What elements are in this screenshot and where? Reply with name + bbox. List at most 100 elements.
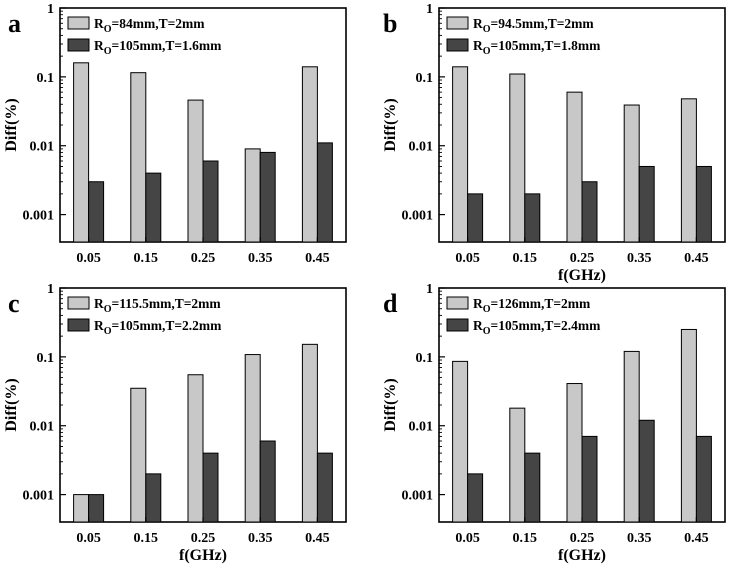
- bar-series2-0.35: [259, 440, 276, 523]
- x-tick-label: 0.35: [248, 531, 273, 546]
- legend-label-2: RO=105mm,T=1.8mm: [473, 38, 601, 57]
- x-tick-label: 0.15: [513, 531, 538, 546]
- bar-series1-0.05: [73, 62, 90, 243]
- x-tick-label: 0.15: [134, 531, 159, 546]
- legend-label-sub: O: [104, 326, 112, 337]
- bar-series2-0.35: [638, 419, 655, 523]
- y-tick-label: 0.1: [37, 71, 55, 86]
- panel-c: c 0.05 0.15 0.25 0.35 0.45 1 0.1 0.01 0.001 Diff(%…: [3, 282, 347, 564]
- y-tick-label: 1: [426, 2, 433, 17]
- bar-series2-0.05: [467, 193, 484, 243]
- bar-series2-0.25: [581, 181, 598, 243]
- legend-label-1: RO=84mm,T=2mm: [94, 16, 205, 35]
- bar-series1-0.25: [566, 91, 583, 243]
- legend-label-main: R: [473, 296, 483, 311]
- legend-label-main: R: [473, 38, 483, 53]
- bar-series1-0.25: [566, 383, 583, 523]
- legend-label-sub: O: [483, 326, 491, 337]
- y-tick-label: 1: [47, 2, 54, 17]
- x-axis-title: f(GHz): [558, 547, 606, 564]
- y-tick-label: 0.001: [402, 209, 434, 224]
- x-tick-label: 0.25: [191, 531, 216, 546]
- bar-series1-0.25: [187, 374, 204, 523]
- x-tick-label: 0.45: [684, 531, 709, 546]
- bar-series2-0.45: [316, 142, 333, 243]
- legend-label-main: R: [94, 296, 104, 311]
- y-axis-title: Diff(%): [382, 98, 399, 151]
- legend-label-main: R: [94, 318, 104, 333]
- legend-label-sub: O: [483, 304, 491, 315]
- x-tick-label: 0.35: [627, 531, 652, 546]
- bar-series1-0.15: [509, 73, 526, 243]
- y-axis-title: Diff(%): [3, 378, 20, 431]
- bar-series1-0.05: [452, 66, 469, 243]
- x-axis-title: f(GHz): [179, 547, 227, 564]
- bar-series2-0.25: [202, 160, 219, 243]
- y-tick-label: 1: [47, 282, 54, 297]
- legend-label-2: RO=105mm,T=2.4mm: [473, 318, 601, 337]
- y-tick-label: 0.1: [416, 351, 434, 366]
- y-tick-label: 0.01: [30, 420, 55, 435]
- legend-label-rest: =105mm,T=1.8mm: [491, 38, 602, 53]
- bar-series1-0.15: [130, 72, 147, 243]
- legend-label-rest: =105mm,T=2.4mm: [491, 318, 602, 333]
- legend-label-1: RO=126mm,T=2mm: [473, 296, 591, 315]
- bar-series2-0.35: [638, 165, 655, 243]
- y-tick-label: 0.001: [23, 209, 55, 224]
- bar-series2-0.45: [695, 435, 712, 523]
- bar-series2-0.25: [202, 452, 219, 523]
- bar-series2-0.25: [581, 435, 598, 523]
- y-tick-label: 0.001: [402, 489, 434, 504]
- bar-series1-0.15: [130, 387, 147, 523]
- legend-label-1: RO=94.5mm,T=2mm: [473, 16, 594, 35]
- legend-swatch-2: [67, 38, 90, 52]
- bar-series1-0.45: [301, 343, 318, 523]
- y-axis-title: Diff(%): [3, 98, 20, 151]
- legend-swatch-1: [446, 296, 469, 310]
- bar-series1-0.35: [244, 148, 261, 243]
- legend-swatch-2: [446, 318, 469, 332]
- x-tick-label: 0.15: [134, 251, 159, 266]
- legend-label-rest: =105mm,T=2.2mm: [112, 318, 223, 333]
- legend-swatch-1: [67, 16, 90, 30]
- x-tick-label: 0.25: [191, 251, 216, 266]
- y-tick-label: 0.001: [23, 489, 55, 504]
- bar-series1-0.25: [187, 99, 204, 243]
- x-tick-label: 0.15: [513, 251, 538, 266]
- x-tick-label: 0.45: [684, 251, 709, 266]
- legend-label-main: R: [473, 16, 483, 31]
- x-tick-label: 0.25: [570, 251, 595, 266]
- bar-series1-0.35: [244, 354, 261, 523]
- bar-series2-0.35: [259, 151, 276, 243]
- legend-label-main: R: [94, 38, 104, 53]
- panel-letter: c: [8, 289, 20, 318]
- bar-series1-0.45: [301, 66, 318, 243]
- legend-swatch-1: [67, 296, 90, 310]
- bar-series1-0.05: [452, 360, 469, 523]
- bar-series2-0.45: [316, 452, 333, 523]
- bar-series2-0.05: [467, 473, 484, 523]
- legend-label-main: R: [473, 318, 483, 333]
- y-axis-title: Diff(%): [382, 378, 399, 431]
- x-tick-label: 0.45: [305, 251, 330, 266]
- panel-d: d 0.05 0.15 0.25 0.35 0.45 1 0.1 0.01 0.001 Diff(%…: [382, 282, 726, 564]
- bar-series1-0.45: [680, 98, 697, 243]
- bar-series2-0.45: [695, 165, 712, 243]
- bar-series1-0.35: [623, 104, 640, 243]
- x-tick-label: 0.45: [305, 531, 330, 546]
- legend-label-sub: O: [483, 24, 491, 35]
- legend-label-rest: =84mm,T=2mm: [112, 16, 206, 31]
- legend-swatch-1: [446, 16, 469, 30]
- x-tick-label: 0.05: [76, 531, 101, 546]
- x-tick-label: 0.05: [455, 531, 480, 546]
- bar-series1-0.35: [623, 350, 640, 523]
- y-tick-label: 1: [426, 282, 433, 297]
- y-tick-label: 0.01: [30, 140, 55, 155]
- bar-series2-0.05: [88, 494, 105, 523]
- bar-series2-0.15: [524, 193, 541, 243]
- y-tick-label: 0.1: [37, 351, 55, 366]
- bar-series1-0.05: [73, 494, 90, 523]
- x-tick-label: 0.05: [76, 251, 101, 266]
